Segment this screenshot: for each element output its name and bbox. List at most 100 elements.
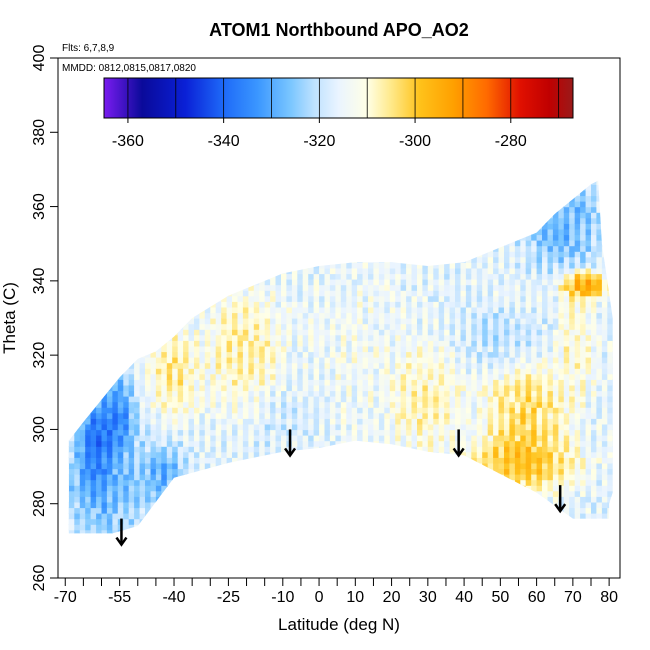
heatmap-cell [128,513,135,520]
heatmap-cell [275,423,282,431]
heatmap-cell [232,351,238,358]
heatmap-cell [406,429,413,436]
heatmap-cell [400,479,407,486]
heatmap-cell [253,223,260,230]
heatmap-cell [90,284,97,291]
heatmap-cell [362,189,369,197]
heatmap-cell [177,351,184,358]
heatmap-cell [183,245,190,252]
heatmap-cell [161,284,168,291]
heatmap-cell [68,206,75,213]
heatmap-cell [150,312,157,319]
heatmap-cell [362,301,369,308]
heatmap-cell [259,223,266,230]
heatmap-cell [248,412,255,419]
heatmap-cell [74,412,81,419]
heatmap-cell [85,256,92,263]
heatmap-cell [449,228,456,236]
heatmap-cell [117,501,124,509]
heatmap-cell [275,189,282,197]
heatmap-cell [128,312,135,319]
heatmap-cell [335,474,342,481]
heatmap-cell [226,290,233,297]
heatmap-cell [194,329,200,336]
heatmap-cell [340,251,347,258]
heatmap-cell [297,334,304,341]
heatmap-cell [395,524,402,531]
heatmap-cell [79,223,86,230]
heatmap-cell [422,368,429,375]
heatmap-cell [155,496,162,503]
heatmap-cell [357,362,364,369]
heatmap-cell [112,524,119,531]
heatmap-cell [90,462,97,470]
heatmap-cell [58,318,64,324]
heatmap-cell [145,334,151,341]
heatmap-cell [270,206,277,213]
heatmap-cell [188,379,195,386]
heatmap-cell [188,513,195,520]
heatmap-cell [384,295,391,302]
heatmap-cell [237,323,244,330]
heatmap-cell [302,228,309,236]
heatmap-cell [449,479,456,486]
heatmap-cell [395,312,402,319]
heatmap-cell [384,418,391,425]
heatmap-cell [177,407,184,414]
heatmap-cell [373,340,380,347]
heatmap-cell [384,334,391,341]
heatmap-cell [68,451,75,458]
heatmap-cell [145,474,151,481]
heatmap-cell [411,284,418,291]
heatmap-cell [194,284,200,291]
heatmap-cell [297,251,304,258]
heatmap-cell [242,384,249,392]
heatmap-cell [308,212,315,219]
heatmap-cell [412,168,418,174]
heatmap-cell [286,468,293,475]
heatmap-cell [368,295,374,302]
heatmap-cell [128,479,135,486]
heatmap-cell [112,295,119,302]
heatmap-cell [68,340,70,347]
heatmap-cell [145,373,151,380]
heatmap-cell [373,180,380,185]
heatmap-cell [335,446,342,453]
heatmap-cell [101,251,108,258]
heatmap-cell [166,201,173,208]
heatmap-cell [183,462,190,470]
heatmap-cell [329,496,336,503]
heatmap-cell [346,301,353,308]
heatmap-cell [264,429,271,436]
heatmap-cell [297,507,304,514]
heatmap-cell [242,446,249,453]
heatmap-cell [166,407,173,414]
heatmap-cell [384,535,390,541]
heatmap-cell [417,379,423,386]
heatmap-cell [74,251,81,258]
heatmap-cell [340,496,347,503]
heatmap-cell [351,312,358,319]
heatmap-cell [264,412,271,419]
heatmap-cell [177,524,184,531]
heatmap-cell [389,462,396,470]
heatmap-cell [172,379,179,386]
heatmap-cell [166,423,173,431]
heatmap-cell [106,513,113,520]
heatmap-cell [264,490,271,497]
heatmap-cell [449,474,456,481]
heatmap-cell [384,412,391,419]
heatmap-cell [406,507,413,514]
heatmap-cell [150,184,157,191]
heatmap-cell [79,262,86,269]
heatmap-cell [226,312,233,319]
heatmap-cell [373,195,380,202]
heatmap-cell [427,524,434,531]
heatmap-cell [373,396,380,403]
heatmap-cell [172,535,178,541]
heatmap-cell [433,180,440,185]
heatmap-cell [205,168,211,174]
heatmap-cell [362,217,369,224]
heatmap-cell [324,429,331,436]
heatmap-cell [357,295,364,302]
